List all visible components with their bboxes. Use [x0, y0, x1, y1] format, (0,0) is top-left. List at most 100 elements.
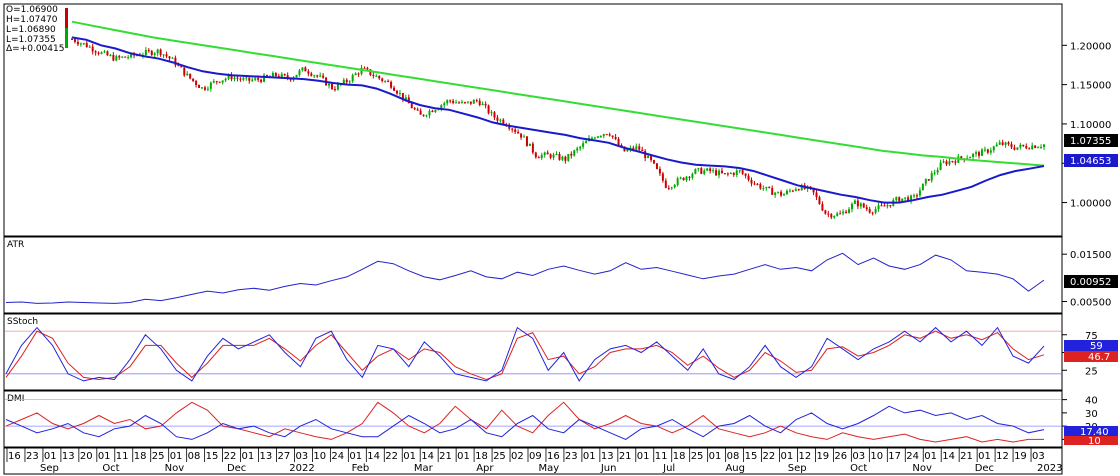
candle-body: [118, 56, 121, 58]
candle-body: [942, 161, 945, 163]
candle-body: [549, 154, 552, 158]
candle-body: [502, 119, 505, 125]
candle-body: [732, 172, 735, 175]
x-day-label: 19: [1014, 451, 1027, 462]
candle-body: [455, 102, 458, 104]
candle-body: [263, 75, 266, 82]
candle-body: [127, 57, 130, 59]
candle-body: [614, 136, 617, 139]
candle-body: [319, 75, 322, 77]
candle-body: [709, 168, 712, 172]
x-month-label: May: [539, 463, 560, 474]
candle-body: [670, 187, 673, 189]
x-day-label: 13: [260, 451, 273, 462]
candle-body: [694, 168, 697, 174]
candle-body: [800, 185, 803, 191]
x-month-label: Jul: [662, 463, 675, 474]
x-day-label: 02: [511, 451, 524, 462]
candle-body: [254, 78, 257, 80]
candle-body: [460, 102, 463, 104]
x-month-label: 2022: [289, 463, 314, 474]
x-day-label: 21: [960, 451, 973, 462]
candle-body: [520, 133, 523, 138]
candle-body: [431, 110, 434, 113]
candle-body: [824, 210, 827, 214]
candle-body: [608, 134, 611, 136]
stoch-k-tag: 59: [1090, 341, 1103, 352]
atr-value-tag: 0.00952: [1070, 277, 1111, 288]
candle-body: [561, 156, 564, 160]
candle-body: [543, 152, 546, 155]
x-day-label: 21: [439, 451, 452, 462]
candle-body: [564, 156, 567, 161]
candle-body: [381, 78, 384, 81]
candle-body: [780, 191, 783, 196]
candle-body: [446, 100, 449, 104]
last-price-tag: 1.07355: [1070, 136, 1111, 147]
x-day-label: 14: [367, 451, 380, 462]
candle-body: [449, 100, 452, 102]
candle-body: [821, 204, 824, 211]
candle-body: [387, 80, 390, 82]
candle-body: [1034, 145, 1037, 148]
stoch-d-tag-bg: [1064, 351, 1118, 362]
candle-body: [511, 128, 514, 130]
candle-body: [106, 51, 109, 56]
candle-body: [375, 75, 378, 77]
candle-body: [635, 146, 638, 150]
x-month-label: Nov: [165, 463, 185, 474]
range-bar-up: [65, 8, 68, 28]
candle-body: [295, 74, 298, 78]
x-day-label: 25: [152, 451, 165, 462]
candle-body: [304, 67, 307, 72]
candle-body: [703, 170, 706, 174]
candle-body: [239, 78, 242, 80]
candle-body: [221, 80, 224, 83]
x-day-label: 22: [385, 451, 398, 462]
candle-body: [322, 75, 325, 78]
candle-body: [348, 81, 351, 83]
candle-body: [706, 168, 709, 171]
price-tick-label: 1.15000: [1070, 81, 1111, 92]
x-axis-strip: [3, 447, 1063, 475]
candle-body: [661, 173, 664, 181]
candle-body: [171, 57, 174, 59]
x-day-label: 01: [583, 451, 596, 462]
candle-body: [425, 115, 428, 117]
candle-body: [499, 119, 502, 121]
x-month-label: 2023: [1037, 463, 1062, 474]
x-axis-day-labels: 16 23 01 13 20 01 11 18 25 01 08 15 22 01 13 27 03 10 24 01…: [6, 448, 1045, 462]
candle-body: [85, 43, 88, 48]
candle-body: [839, 213, 842, 215]
ohlc-change: Δ=+0.00415: [6, 44, 64, 54]
candle-body: [251, 79, 254, 81]
dmi-blue-tag-bg: [1064, 426, 1118, 436]
candle-body: [910, 195, 913, 202]
candle-body: [198, 84, 201, 88]
candle-body: [771, 188, 774, 195]
candle-body: [328, 83, 331, 86]
candle-body: [230, 75, 233, 80]
candle-body: [1028, 148, 1031, 150]
atr-tick-label: 0.01500: [1070, 250, 1111, 261]
candle-body: [939, 162, 942, 170]
candle-body: [76, 41, 79, 45]
candle-body: [1004, 142, 1007, 145]
ma-price-tag: 1.04653: [1070, 156, 1111, 167]
candle-body: [313, 75, 316, 77]
x-month-label: Oct: [102, 463, 119, 474]
candle-body: [1013, 147, 1016, 150]
candle-body: [667, 187, 670, 189]
candle-body: [936, 169, 939, 173]
x-day-label: 09: [529, 451, 542, 462]
candle-body: [537, 157, 540, 159]
candle-body: [995, 144, 998, 147]
candle-body: [895, 197, 898, 200]
candle-body: [718, 170, 721, 176]
x-day-label: 18: [475, 451, 488, 462]
x-day-label: 01: [170, 451, 183, 462]
x-day-label: 13: [601, 451, 614, 462]
candle-body: [195, 80, 198, 85]
candle-body: [593, 137, 596, 139]
x-month-label: Apr: [476, 463, 494, 474]
